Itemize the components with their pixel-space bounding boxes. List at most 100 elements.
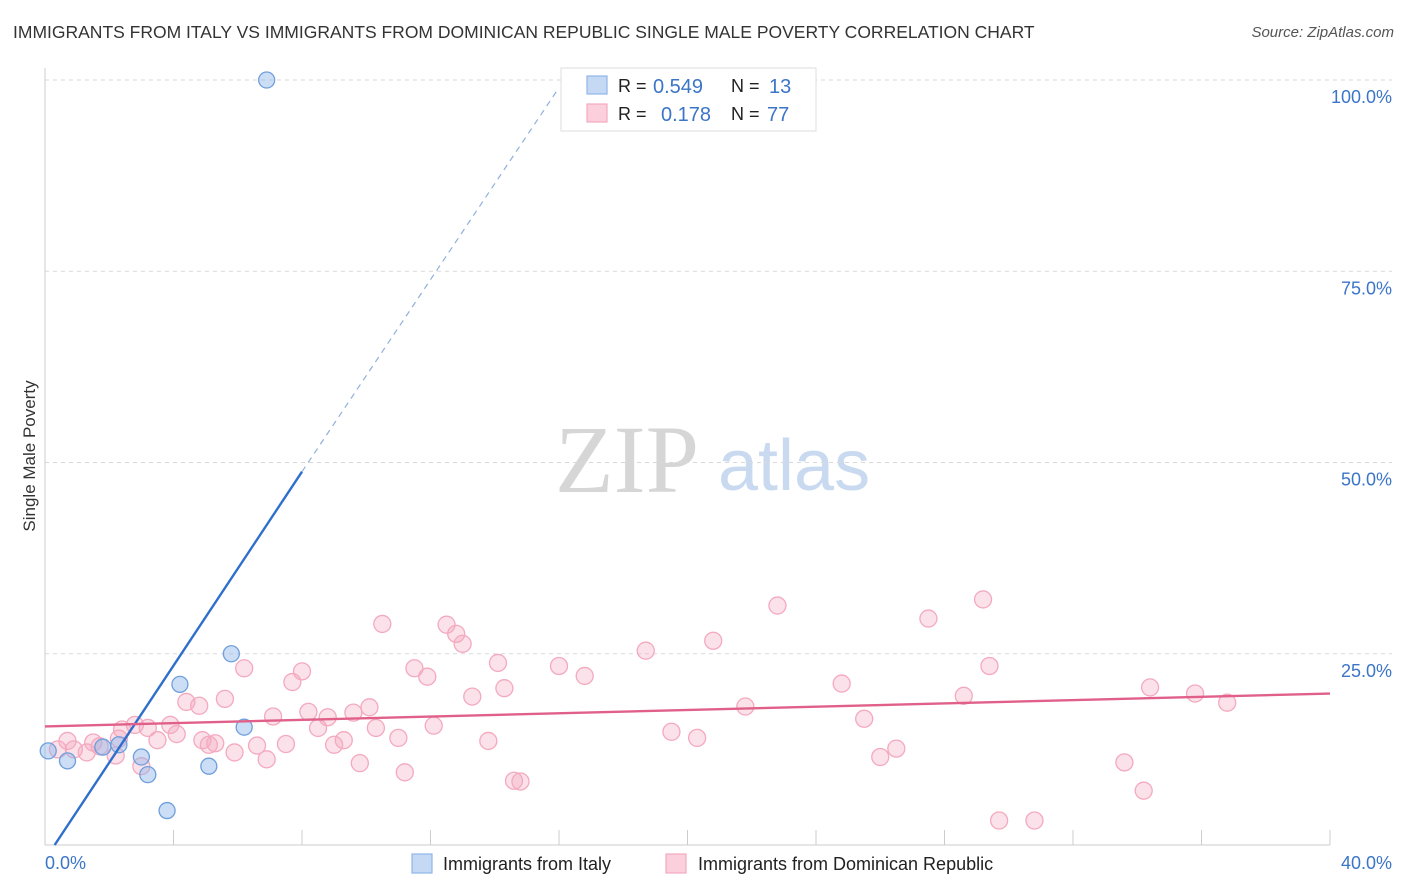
dominican-point: [318, 708, 337, 727]
source-label: Source: ZipAtlas.com: [1251, 24, 1394, 41]
dominican-point: [511, 772, 530, 791]
dominican-point: [1218, 693, 1237, 712]
dominican-point: [488, 653, 508, 673]
dominican-point: [199, 735, 218, 754]
italy-point: [200, 757, 218, 775]
legend-swatch-italy: [411, 853, 433, 874]
dominican-point: [495, 679, 514, 698]
stats-swatch-italy: [586, 75, 608, 95]
y-tick-label: 100.0%: [1331, 87, 1392, 107]
dominican-point: [919, 609, 938, 628]
italy-trend-extension: [301, 87, 560, 473]
dominican-point: [418, 667, 437, 686]
dominican-point: [1185, 684, 1205, 703]
dominican-point: [447, 624, 466, 644]
dominican-point: [479, 731, 498, 751]
series-dominican-points: [48, 590, 1237, 830]
dominican-point: [768, 596, 787, 615]
dominican-point: [235, 659, 254, 678]
dominican-point: [575, 666, 594, 686]
dominican-point: [344, 703, 363, 722]
dominican-point: [1025, 811, 1044, 830]
dominican-point: [736, 697, 755, 716]
dominican-point: [292, 662, 312, 681]
watermark: ZIP atlas: [555, 406, 870, 513]
dominican-point: [437, 615, 456, 634]
x-tick-label-min: 0.0%: [45, 853, 86, 873]
dominican-point: [148, 731, 167, 750]
stats-swatch-dominican: [586, 103, 608, 123]
dominican-point: [225, 743, 244, 762]
dominican-point: [405, 659, 424, 678]
dominican-point: [324, 735, 344, 754]
dominican-point: [366, 718, 386, 738]
dominican-point: [855, 709, 874, 728]
stats-dominican-r-value: 0.178: [661, 104, 711, 126]
legend-label-italy: Immigrants from Italy: [443, 854, 611, 874]
dominican-point: [453, 634, 472, 653]
italy-point: [58, 752, 77, 770]
y-tick-label: 75.0%: [1341, 278, 1392, 298]
dominican-point: [190, 696, 209, 715]
dominican-point: [276, 734, 296, 754]
dominican-point: [973, 590, 993, 609]
dominican-point: [704, 631, 723, 650]
stats-italy-r-label: R =: [618, 76, 647, 96]
stats-italy-r-value: 0.549: [653, 76, 703, 98]
dominican-point: [395, 763, 414, 782]
stats-dominican-n-value: 77: [767, 104, 789, 126]
y-axis-label: Single Male Poverty: [20, 380, 39, 532]
dominican-point: [989, 811, 1009, 830]
dominican-point: [215, 689, 235, 709]
dominican-point: [980, 656, 999, 676]
legend-label-dominican: Immigrants from Dominican Republic: [698, 854, 993, 874]
dominican-point: [1134, 781, 1153, 800]
italy-point: [171, 675, 189, 693]
dominican-point: [1140, 678, 1160, 697]
dominican-point: [334, 731, 353, 750]
italy-point: [222, 645, 240, 663]
dominican-point: [360, 698, 379, 717]
legend-swatch-dominican: [665, 853, 687, 874]
watermark-zip: ZIP: [555, 406, 699, 513]
x-tick-label-max: 40.0%: [1341, 853, 1392, 873]
dominican-point: [1115, 753, 1134, 772]
italy-point: [235, 718, 253, 736]
italy-point: [94, 738, 112, 756]
dominican-point: [263, 707, 283, 726]
stats-italy-n-label: N =: [731, 76, 760, 96]
dominican-point: [887, 739, 906, 758]
italy-trend-line: [53, 471, 304, 846]
italy-point: [139, 765, 157, 784]
watermark-atlas: atlas: [718, 426, 870, 506]
x-ticks: [173, 830, 1331, 845]
chart-title: IMMIGRANTS FROM ITALY VS IMMIGRANTS FROM…: [13, 22, 1035, 42]
dominican-trend-line: [44, 692, 1331, 728]
stats-dominican-n-label: N =: [731, 104, 760, 124]
dominican-point: [167, 724, 186, 744]
y-tick-labels: 25.0% 50.0% 75.0% 100.0%: [1331, 87, 1392, 681]
dominican-point: [871, 747, 890, 767]
dominican-point: [247, 736, 267, 755]
dominican-point: [424, 716, 443, 735]
italy-point: [258, 71, 276, 89]
stats-dominican-r-label: R =: [618, 104, 647, 124]
dominican-point: [206, 734, 225, 753]
dominican-point: [161, 715, 180, 735]
y-tick-label: 50.0%: [1341, 470, 1392, 490]
dominican-point: [954, 686, 973, 705]
stats-italy-n-value: 13: [769, 76, 791, 98]
italy-point: [39, 742, 57, 760]
dominican-point: [257, 750, 276, 769]
italy-point: [158, 801, 176, 820]
dominican-point: [350, 753, 369, 773]
trend-lines: [44, 87, 1331, 846]
stats-box: R = 0.549 N = 13 R = 0.178 N = 77: [560, 67, 817, 132]
grid: [45, 79, 1392, 655]
dominican-point: [636, 641, 655, 660]
dominican-point: [832, 674, 851, 693]
legend: Immigrants from Italy Immigrants from Do…: [411, 853, 993, 874]
dominican-point: [132, 757, 151, 776]
dominican-point: [373, 614, 392, 634]
dominican-point: [504, 771, 524, 790]
